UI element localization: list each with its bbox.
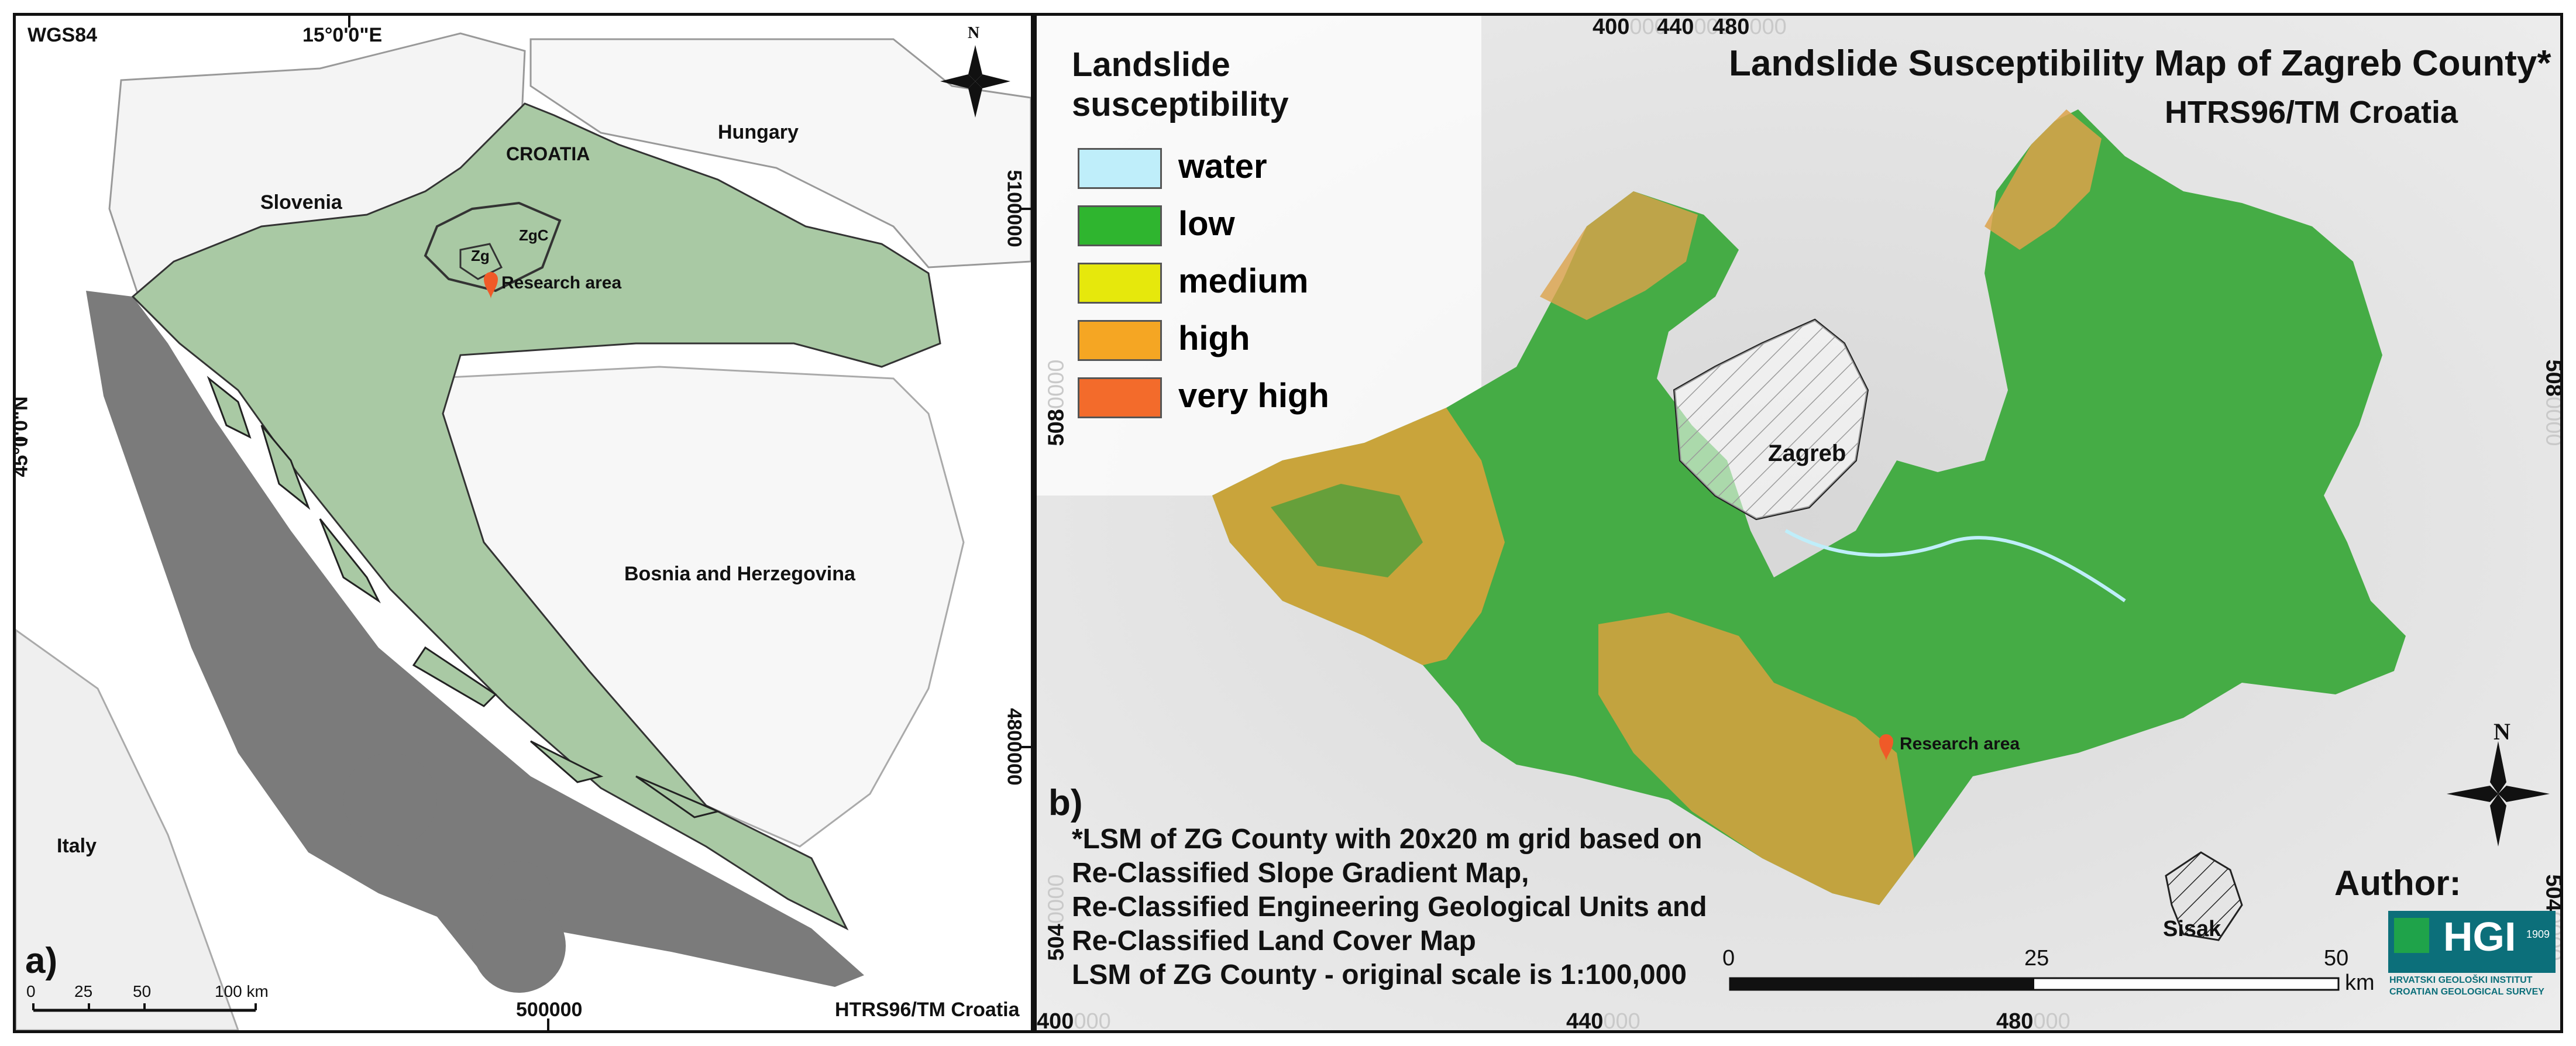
sisak-city-area	[2165, 851, 2243, 941]
croatia-label: CROATIA	[506, 143, 590, 164]
left-tick-2: 5040000	[1044, 874, 1069, 961]
scale-100: 100 km	[215, 982, 269, 1000]
north-label-b: N	[2494, 718, 2510, 745]
scale-b-25: 25	[2024, 946, 2049, 971]
zg-label: Zg	[471, 247, 490, 264]
county-low-area	[1212, 109, 2406, 905]
susceptibility-map	[1037, 16, 2560, 1030]
author-label: Author:	[2334, 863, 2461, 903]
panel-b-letter: b)	[1048, 783, 1083, 823]
longitude-label: 15°0'0"E	[302, 24, 383, 46]
scale-50: 50	[133, 982, 152, 1000]
north-label-a: N	[968, 24, 980, 42]
scale-25: 25	[74, 982, 93, 1000]
overview-map	[16, 16, 1031, 1030]
panel-a-letter: a)	[25, 941, 58, 981]
scale-b-km: km	[2345, 971, 2375, 995]
slovenia-label: Slovenia	[260, 191, 342, 214]
zagreb-label: Zagreb	[1768, 441, 1846, 466]
map-title: Landslide Susceptibility Map of Zagreb C…	[1729, 43, 2551, 84]
bottom-tick-1: 400000	[1037, 1009, 1111, 1033]
scale-0: 0	[26, 982, 36, 1000]
county-high-zone-south	[1598, 613, 1914, 905]
county-high-zone-north	[1540, 191, 1698, 320]
legend-title: Landslide susceptibility	[1072, 46, 1289, 123]
county-high-zone-northeast	[1985, 109, 2102, 250]
y-label-1: 5100000	[1003, 170, 1026, 247]
top-tick-1: 400000	[1593, 15, 1667, 39]
hgi-line1: HRVATSKI GEOLOŠKI INSTITUT	[2389, 975, 2533, 985]
top-tick-2: 440000	[1657, 15, 1731, 39]
hgi-line2: CROATIAN GEOLOGICAL SURVEY	[2389, 987, 2544, 997]
y-label-2: 4800000	[1003, 708, 1026, 786]
research-area-marker	[484, 272, 498, 299]
bottom-tick-3: 480000	[1996, 1009, 2071, 1033]
x-label-a: 500000	[516, 999, 583, 1021]
hgi-logo: HGI 1909	[2388, 911, 2556, 973]
left-tick-1: 5080000	[1044, 359, 1069, 446]
bosnia-label: Bosnia and Herzegovina	[624, 563, 855, 585]
top-tick-3: 480000	[1712, 15, 1787, 39]
research-area-marker-b	[1879, 734, 1893, 761]
right-tick-1: 5080000	[2541, 359, 2563, 446]
susceptibility-map-panel: 400000 440000 480000 Landslide Susceptib…	[1034, 13, 2563, 1033]
sisak-label: Sisak	[2163, 917, 2221, 941]
italy-label: Italy	[57, 835, 97, 857]
hungary-area	[529, 38, 1031, 269]
research-area-label-a: Research area	[501, 273, 622, 293]
north-arrow-b	[2447, 741, 2550, 847]
research-area-label-b: Research area	[1900, 734, 2020, 753]
italy-area	[16, 629, 239, 1030]
zgc-label: ZgC	[519, 226, 549, 244]
scale-b-0: 0	[1722, 946, 1735, 971]
scale-bar-b	[1729, 977, 2340, 991]
scale-b-50: 50	[2324, 946, 2349, 971]
zagreb-county-outline	[424, 201, 562, 293]
bottom-tick-2: 440000	[1566, 1009, 1640, 1033]
map-subtitle: HTRS96/TM Croatia	[2165, 95, 2458, 130]
hungary-label: Hungary	[718, 121, 799, 143]
water-river	[1784, 529, 2126, 603]
north-arrow-a	[940, 45, 1010, 118]
crs-label: WGS84	[27, 24, 98, 46]
crs-bottom-label: HTRS96/TM Croatia	[835, 999, 1020, 1021]
scale-bar-a	[32, 1003, 257, 1012]
overview-map-panel: WGS84 15°0'0"E N 45°0'0"N 5100000 480000…	[13, 13, 1034, 1033]
latitude-label: 45°0'0"N	[13, 396, 32, 477]
adriatic-sea	[86, 291, 864, 987]
croatia-area	[131, 102, 941, 931]
